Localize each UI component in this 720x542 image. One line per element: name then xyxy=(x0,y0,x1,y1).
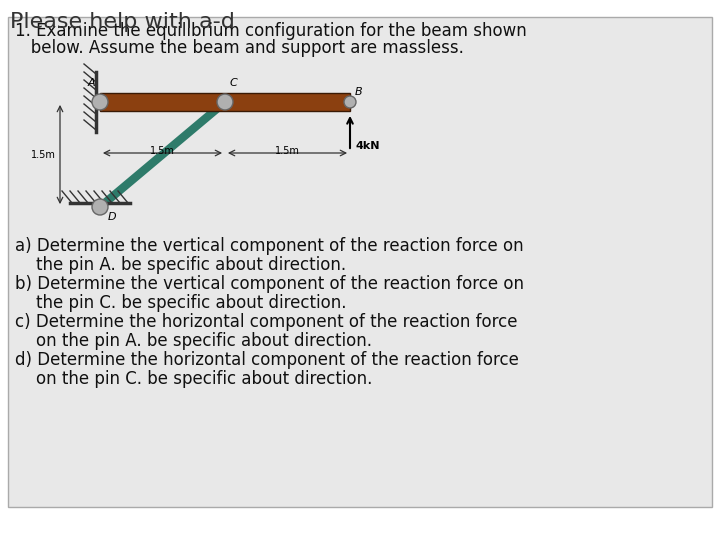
Text: below. Assume the beam and support are massless.: below. Assume the beam and support are m… xyxy=(15,39,464,57)
Text: A: A xyxy=(87,78,95,88)
Text: on the pin C. be specific about direction.: on the pin C. be specific about directio… xyxy=(15,370,372,388)
Text: B: B xyxy=(355,87,363,97)
Text: 1.5m: 1.5m xyxy=(31,150,56,159)
Text: C: C xyxy=(230,78,238,88)
Text: c) Determine the horizontal component of the reaction force: c) Determine the horizontal component of… xyxy=(15,313,518,331)
Circle shape xyxy=(344,96,356,108)
Text: d) Determine the horizontal component of the reaction force: d) Determine the horizontal component of… xyxy=(15,351,519,369)
Text: 1.5m: 1.5m xyxy=(150,146,175,156)
Text: on the pin A. be specific about direction.: on the pin A. be specific about directio… xyxy=(15,332,372,350)
Circle shape xyxy=(92,94,108,110)
Text: b) Determine the vertical component of the reaction force on: b) Determine the vertical component of t… xyxy=(15,275,524,293)
Text: 1. Examine the equilibrium configuration for the beam shown: 1. Examine the equilibrium configuration… xyxy=(15,22,527,40)
Text: 4kN: 4kN xyxy=(355,141,379,151)
Circle shape xyxy=(92,199,108,215)
Circle shape xyxy=(217,94,233,110)
FancyBboxPatch shape xyxy=(100,93,350,111)
FancyBboxPatch shape xyxy=(8,17,712,507)
Text: D: D xyxy=(108,212,117,222)
Text: the pin C. be specific about direction.: the pin C. be specific about direction. xyxy=(15,294,346,312)
Text: Please help with a-d: Please help with a-d xyxy=(10,12,235,32)
Text: the pin A. be specific about direction.: the pin A. be specific about direction. xyxy=(15,256,346,274)
Text: a) Determine the vertical component of the reaction force on: a) Determine the vertical component of t… xyxy=(15,237,523,255)
Text: 1.5m: 1.5m xyxy=(275,146,300,156)
